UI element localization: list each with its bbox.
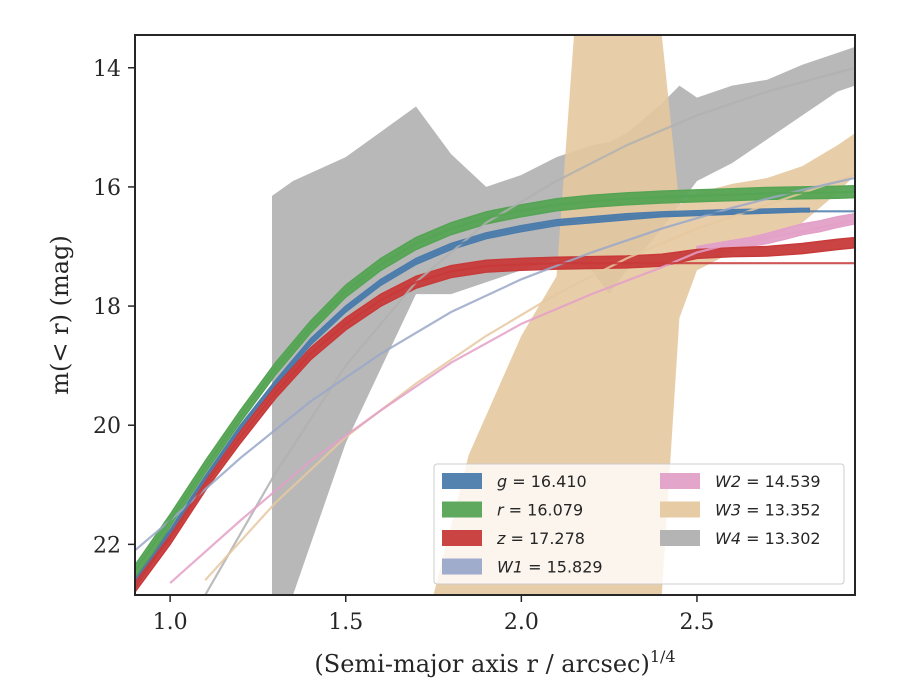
legend-label-g: g = 16.410 [497, 472, 587, 491]
model-curve-g [135, 210, 855, 581]
legend-swatch-z [442, 530, 482, 546]
x-axis-label-exponent: 1/4 [650, 647, 676, 666]
model-curve-r [135, 190, 855, 572]
legend-swatch-w1 [442, 558, 482, 575]
x-axis-label: (Semi-major axis r / arcsec)1/4 [314, 647, 675, 678]
y-tick-label: 20 [93, 414, 121, 439]
x-tick-label: 1.0 [153, 610, 188, 635]
legend-box [433, 463, 845, 585]
y-tick-label: 18 [93, 295, 121, 320]
legend-swatch-w3 [660, 501, 700, 518]
x-tick-label: 1.5 [328, 610, 363, 635]
legend-label-w1: W1 = 15.829 [497, 558, 603, 577]
legend-label-w3: W3 = 13.352 [715, 501, 821, 520]
y-tick-label: 16 [93, 176, 121, 201]
y-tick-label: 14 [93, 57, 121, 82]
y-axis-label: m(< r) (mag) [46, 235, 74, 394]
x-axis-ticks: 1.0 1.5 2.0 2.5 [153, 595, 714, 635]
legend-label-r: r = 16.079 [497, 501, 583, 520]
model-curve-z [135, 262, 855, 584]
legend-swatch-g [442, 473, 482, 489]
x-tick-label: 2.5 [679, 610, 714, 635]
model-curve-w4 [204, 66, 855, 595]
y-tick-label: 22 [93, 533, 121, 558]
data-band-r [135, 184, 855, 582]
model-curve-w1 [135, 176, 855, 552]
x-axis-label-text: (Semi-major axis r / arcsec) [314, 650, 649, 678]
data-band-z [135, 236, 855, 594]
plot-frame [134, 34, 856, 596]
legend-swatch-w4 [660, 530, 700, 546]
model-curves [135, 66, 855, 595]
data-band-w4 [272, 46, 855, 595]
x-tick-label: 2.0 [504, 610, 539, 635]
legend-swatch-r [442, 501, 482, 518]
legend-swatch-w2 [660, 473, 700, 489]
legend-label-z: z = 17.278 [496, 529, 585, 548]
legend: g = 16.410 r = 16.079 z = 17.278 W1 = 15.82… [433, 463, 845, 585]
legend-label-w4: W4 = 13.302 [715, 529, 821, 548]
model-curve-w2 [169, 218, 855, 584]
model-curve-w3 [204, 173, 855, 581]
legend-label-w2: W2 = 14.539 [715, 472, 821, 491]
y-axis-ticks: 14 16 18 20 22 [93, 57, 135, 558]
data-band-w3 [433, 35, 855, 595]
